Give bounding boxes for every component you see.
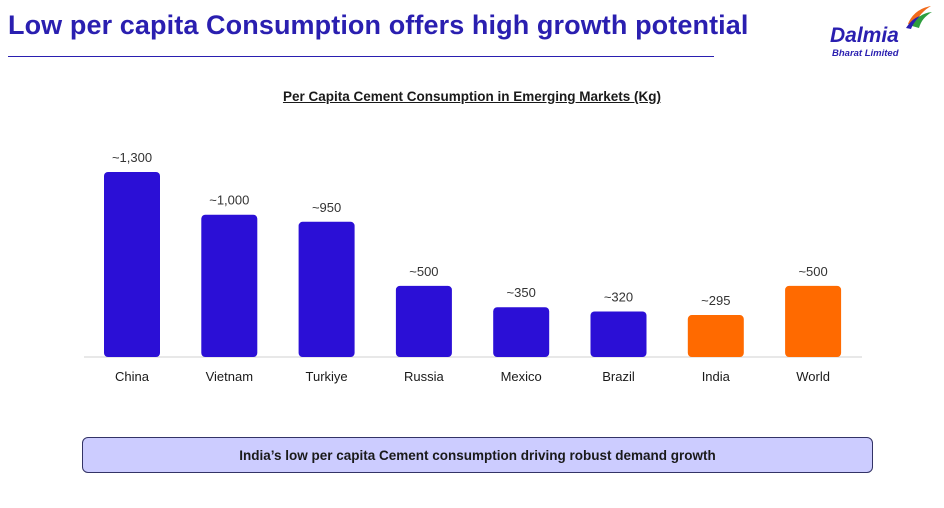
bar-world (785, 285, 842, 357)
x-tick-label-brazil: Brazil (602, 369, 635, 384)
bar-brazil (590, 311, 647, 357)
x-tick-label-turkiye: Turkiye (306, 369, 348, 384)
x-tick-label-russia: Russia (404, 369, 445, 384)
data-label-brazil: ~320 (604, 289, 633, 304)
logo-wordmark: Dalmia (830, 24, 899, 47)
title-underline (8, 56, 714, 57)
bar-turkiye (298, 221, 355, 357)
summary-callout: India’s low per capita Cement consumptio… (82, 437, 873, 473)
bar-mexico (493, 307, 550, 357)
bar-vietnam (201, 214, 258, 357)
data-label-world: ~500 (798, 264, 827, 279)
chart-title: Per Capita Cement Consumption in Emergin… (282, 89, 662, 104)
x-tick-label-china: China (115, 369, 150, 384)
bar-india (687, 315, 744, 357)
data-label-vietnam: ~1,000 (209, 193, 249, 208)
data-label-mexico: ~350 (507, 285, 536, 300)
data-label-china: ~1,300 (112, 150, 152, 165)
slide-title: Low per capita Consumption offers high g… (8, 10, 749, 40)
x-tick-label-world: World (796, 369, 830, 384)
logo-mark-icon (906, 6, 932, 29)
bar-china (104, 172, 160, 357)
data-label-turkiye: ~950 (312, 200, 341, 215)
company-logo: Dalmia Bharat Limited (826, 4, 938, 62)
bar-chart: ~1,300 China ~1,000 Vietnam ~950 Turkiye ~500 R… (84, 150, 862, 384)
x-tick-label-mexico: Mexico (501, 369, 542, 384)
bar-russia (395, 285, 452, 357)
x-tick-label-vietnam: Vietnam (206, 369, 253, 384)
logo-subtitle: Bharat Limited (832, 48, 899, 59)
x-tick-label-india: India (702, 369, 731, 384)
data-label-russia: ~500 (409, 264, 438, 279)
data-label-india: ~295 (701, 293, 730, 308)
